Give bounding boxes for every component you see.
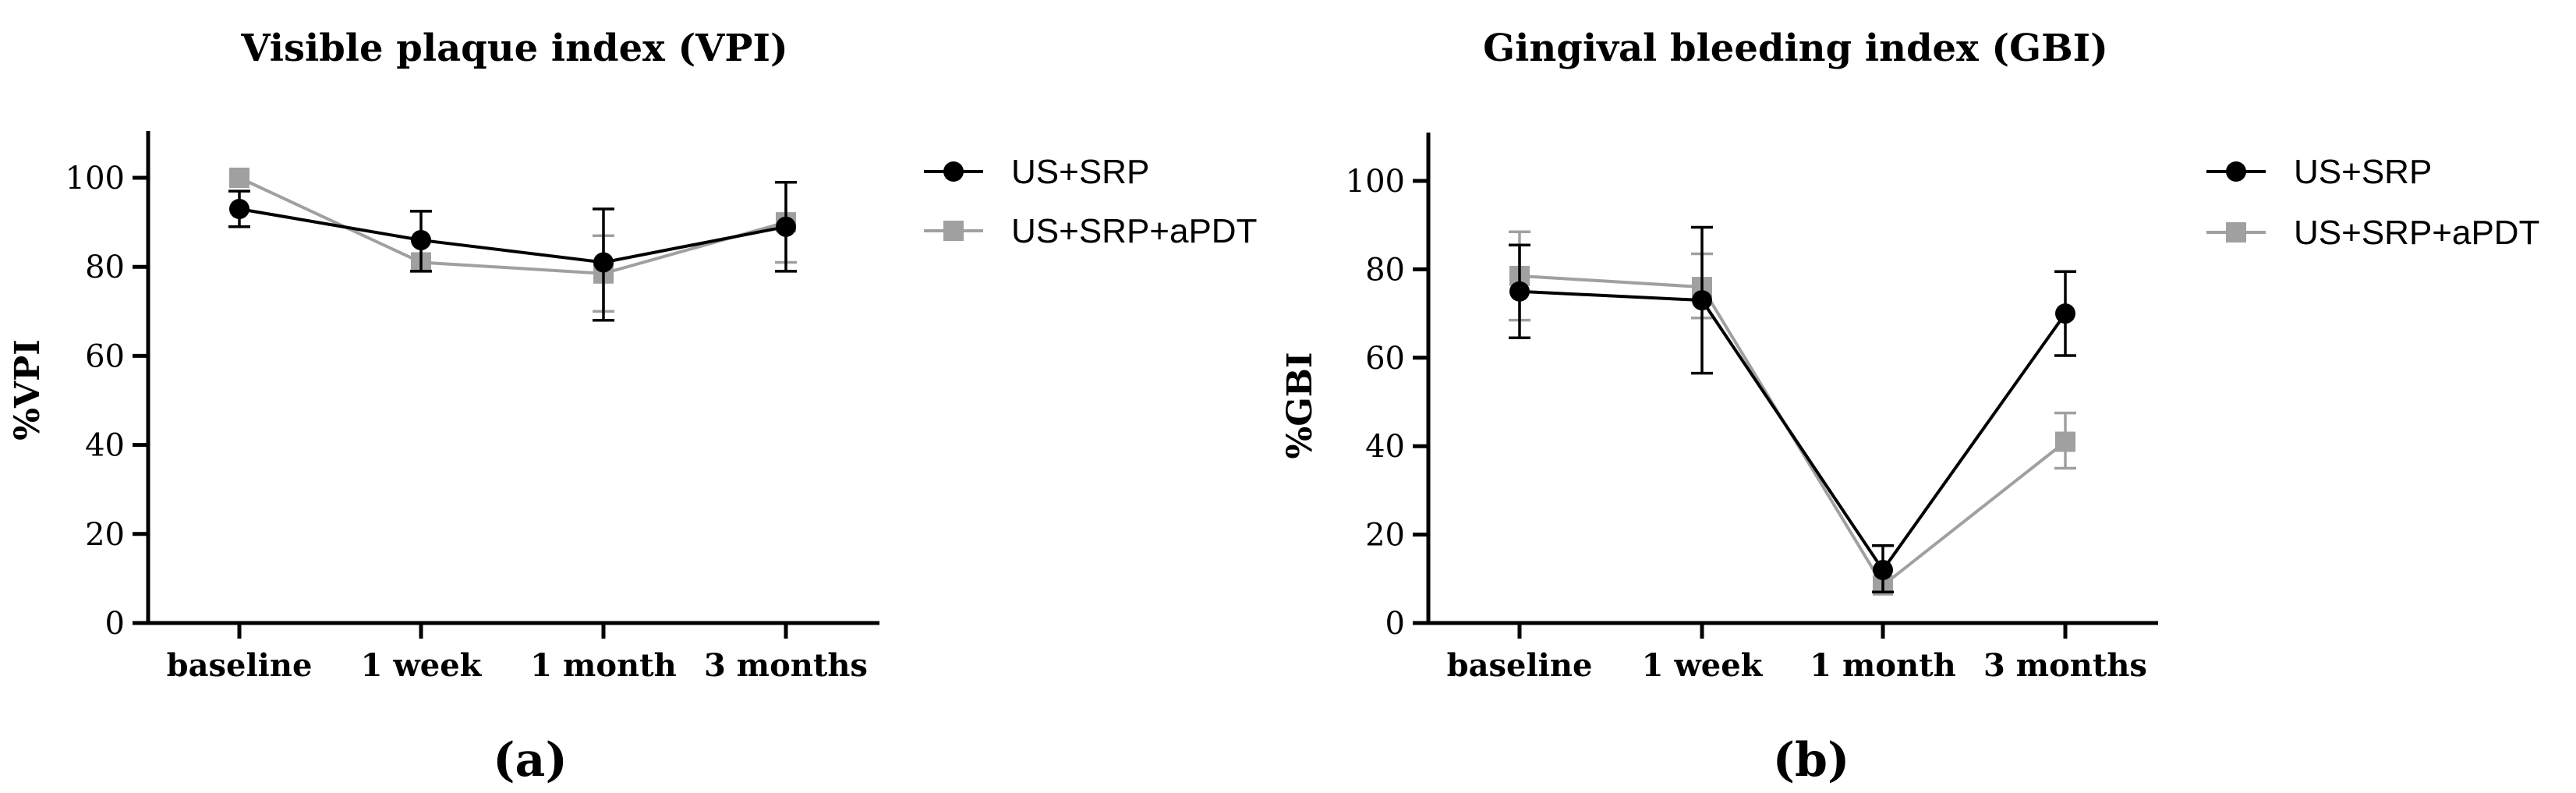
legend-label: US+SRP [2294,153,2432,191]
y-tick-label: 40 [1365,429,1405,465]
data-point-circle [411,229,431,250]
y-axis-label: %VPI [8,339,48,441]
data-point-circle [1509,281,1530,302]
legend-marker-circle [2226,161,2246,182]
legend-label: US+SRP+aPDT [1011,212,1257,250]
data-point-circle [1692,290,1712,311]
series-line [239,207,787,264]
y-tick-label: 20 [1365,518,1405,554]
chart-panel-b: Gingival bleeding index (GBI) %GBI 0 20 40 60… [1280,27,2539,788]
legend-entry: US+SRP [924,153,1149,191]
series-us-srp-apdt [229,168,797,313]
y-tick-label: 0 [105,606,125,642]
series-us-srp [228,180,797,322]
data-point-square [2055,431,2075,452]
legend-marker-square [943,221,964,241]
y-tick-label: 100 [65,161,125,196]
data-point-circle [2055,303,2075,324]
x-tick-label: 1 month [530,647,676,684]
x-tick-label: 3 months [1983,647,2147,684]
chart-panel-a: Visible plaque index (VPI) %VPI 0 20 40 60 80 1… [8,27,1257,788]
y-tick-label: 80 [85,250,125,285]
chart-title: Gingival bleeding index (GBI) [1483,27,2108,70]
legend-label: US+SRP [1011,153,1149,191]
series-us-srp [1509,225,2076,594]
legend-entry: US+SRP+aPDT [924,212,1257,250]
x-tick-label: 1 month [1810,647,1955,684]
y-tick-label: 60 [1365,341,1405,377]
y-tick-label: 60 [85,338,125,374]
y-tick-label: 80 [1365,252,1405,288]
legend-marker-square [2226,222,2246,243]
data-point-circle [229,198,249,219]
y-axis-label: %GBI [1280,352,1320,458]
x-tick-label: 1 week [1642,647,1764,684]
panel-label: (a) [493,733,568,788]
legend-marker-circle [943,161,964,182]
y-tick-label: 40 [85,428,125,464]
data-point-square [229,168,249,188]
legend-entry: US+SRP [2206,153,2432,191]
x-tick-label: baseline [167,647,313,684]
data-point-circle [776,216,796,237]
panel-label: (b) [1773,733,1850,788]
series-line [239,176,787,275]
x-tick-label: 3 months [704,647,868,684]
chart-title: Visible plaque index (VPI) [240,27,787,70]
legend-label: US+SRP+aPDT [2294,214,2539,252]
y-tick-label: 20 [85,517,125,553]
data-point-circle [1873,559,1893,580]
series-line [1519,289,2067,573]
x-tick-label: 1 week [361,647,483,684]
y-tick-label: 0 [1385,606,1405,642]
series-us-srp-apdt [1509,230,2076,596]
legend-entry: US+SRP+aPDT [2206,214,2539,252]
y-tick-label: 100 [1346,164,1405,200]
data-point-circle [593,252,614,273]
x-tick-label: baseline [1447,647,1593,684]
